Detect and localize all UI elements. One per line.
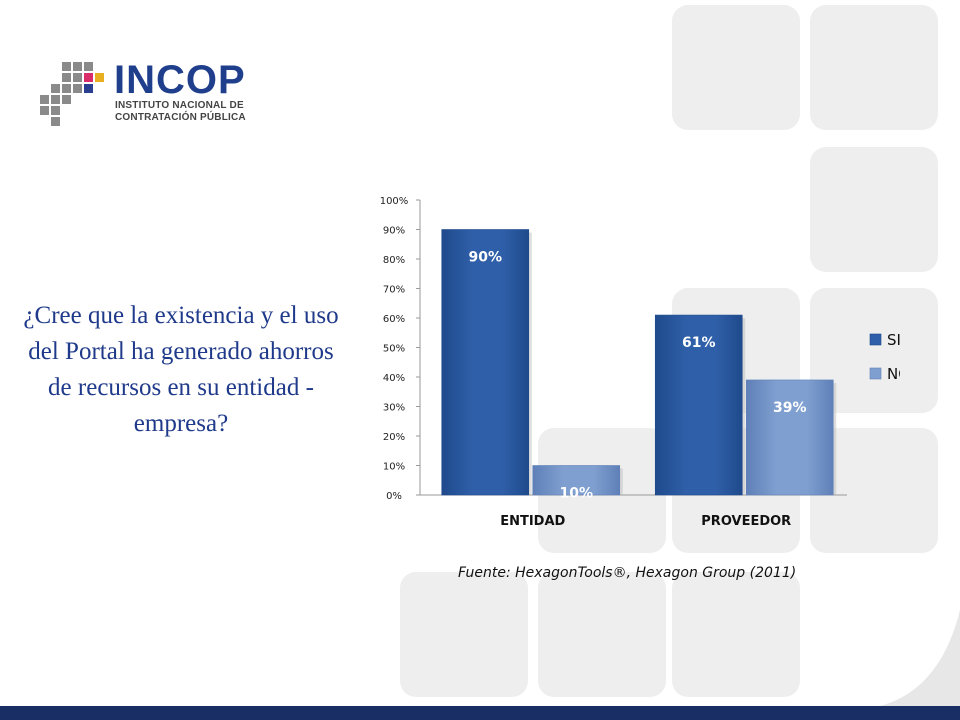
y-tick-label: 20% xyxy=(383,432,405,443)
y-tick-label: 0% xyxy=(386,491,402,502)
bar-no-proveedor xyxy=(745,379,834,496)
legend-label: NO xyxy=(887,365,900,383)
y-tick-label: 30% xyxy=(383,403,405,414)
data-label: 61% xyxy=(682,335,716,351)
bar-chart: 0% 10% 20% 30% 40% 50% 60% 70% 80% 90% 100% 90% 10% E… xyxy=(380,196,900,529)
y-tick-label: 70% xyxy=(383,285,405,296)
y-tick-label: 50% xyxy=(383,344,405,355)
survey-question: ¿Cree que la existencia y el uso del Por… xyxy=(23,302,339,437)
bar-si-proveedor xyxy=(654,314,743,496)
bar-si-entidad xyxy=(441,229,530,496)
y-tick-label: 80% xyxy=(383,255,405,266)
data-label: 10% xyxy=(559,486,593,502)
x-category-label: PROVEEDOR xyxy=(701,514,791,529)
y-tick-label: 10% xyxy=(383,462,405,473)
legend-label: SI xyxy=(887,331,900,349)
source-note: Fuente: HexagonTools®, Hexagon Group (20… xyxy=(458,565,797,581)
y-tick-label: 90% xyxy=(383,226,405,237)
logo-mark-icon xyxy=(40,62,104,126)
y-tick-label: 100% xyxy=(380,196,409,207)
y-tick-label: 40% xyxy=(383,373,405,384)
legend-swatch xyxy=(869,367,882,380)
logo-title: INCOP xyxy=(114,58,246,102)
data-label: 90% xyxy=(468,250,502,266)
data-label: 39% xyxy=(773,400,807,416)
bar-no-entidad xyxy=(532,465,621,496)
logo-subtitle-line1: INSTITUTO NACIONAL DE xyxy=(115,100,244,111)
y-tick-label: 60% xyxy=(383,314,405,325)
logo-subtitle-line2: CONTRATACIÓN PÚBLICA xyxy=(115,112,246,123)
incop-logo: INCOP INSTITUTO NACIONAL DE CONTRATACIÓN… xyxy=(40,58,260,130)
legend-swatch xyxy=(869,333,882,346)
x-category-label: ENTIDAD xyxy=(500,514,565,529)
